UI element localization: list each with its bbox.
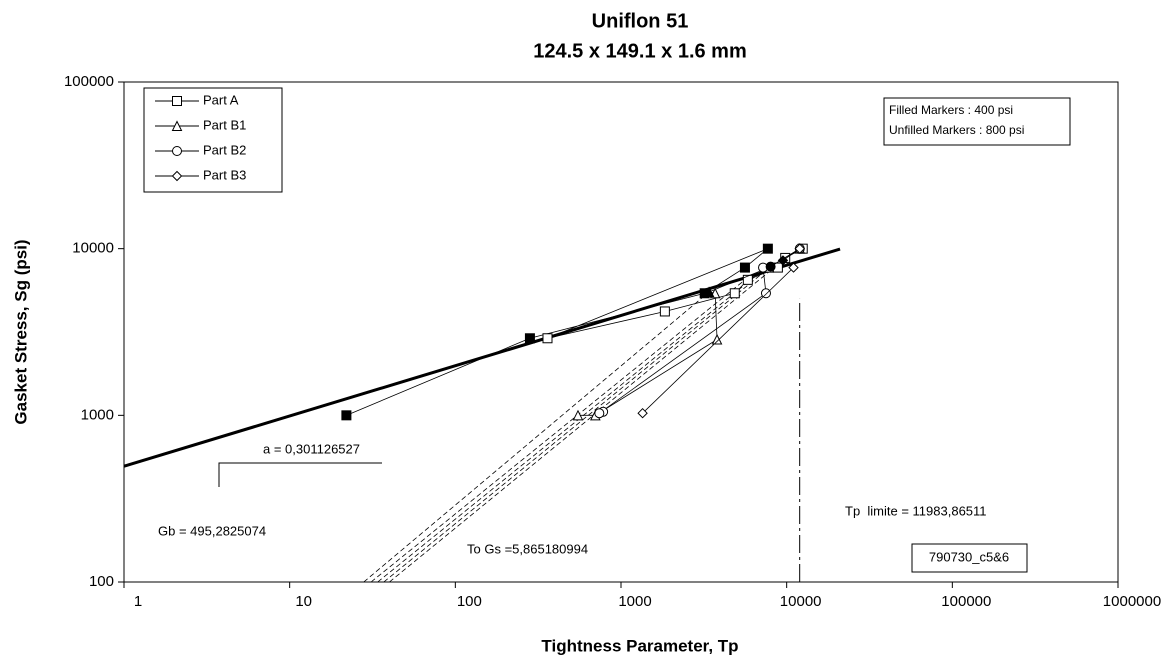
fit-line: [123, 247, 841, 468]
x-tick-label: 100000: [941, 593, 991, 610]
slope-bracket: [218, 462, 382, 487]
x-tick-label: 10000: [780, 593, 822, 610]
point: [594, 408, 605, 419]
unfilled-note: Unfilled Markers : 800 psi: [889, 123, 1024, 137]
x-axis-label: Tightness Parameter, Tp: [541, 636, 738, 655]
point: [788, 262, 799, 273]
legend-label: Part B2: [203, 142, 246, 157]
x-tick-label: 1000000: [1103, 593, 1161, 610]
y-tick-label: 1000: [81, 406, 114, 423]
filled-note: Filled Markers : 400 psi: [889, 103, 1013, 117]
point: [659, 306, 670, 317]
slope-label: a = 0,301126527: [263, 441, 360, 456]
legend-marker: [172, 96, 182, 106]
dashed-line: [370, 279, 746, 583]
y-axis-label: Gasket Stress, Sg (psi): [11, 239, 30, 424]
point: [341, 410, 352, 421]
x-tick-label: 100: [457, 593, 482, 610]
point: [777, 255, 789, 266]
legend-marker: [172, 146, 182, 156]
chart-subtitle: 124.5 x 149.1 x 1.6 mm: [533, 40, 747, 62]
point: [765, 261, 776, 272]
id-box: [911, 543, 1028, 573]
point: [542, 333, 553, 344]
point: [711, 333, 723, 345]
series-line: [346, 248, 803, 416]
series-line: [577, 248, 800, 416]
point: [637, 407, 648, 419]
dashed-line: [389, 260, 784, 583]
dashed-line: [363, 291, 710, 583]
gb-label: Gb = 495,2825074: [158, 523, 266, 538]
point: [524, 333, 535, 344]
y-tick-label: 100000: [64, 73, 114, 90]
x-tick-label: 10: [295, 593, 312, 610]
x-tick-label: 1000: [618, 593, 651, 610]
chart-title: Uniflon 51: [592, 10, 689, 32]
y-tick-label: 100: [89, 573, 114, 590]
point: [703, 286, 715, 297]
legend-box: [143, 87, 283, 193]
point: [572, 409, 584, 421]
legend-label: Part A: [203, 92, 239, 107]
dashed-line: [383, 266, 771, 583]
point: [794, 243, 805, 254]
point: [729, 288, 740, 299]
legend-marker: [171, 170, 183, 182]
legend-marker: [171, 120, 183, 131]
sample-id: 790730_c5&6: [929, 549, 1009, 564]
point: [739, 262, 750, 273]
series-line: [642, 248, 801, 414]
y-tick-label: 10000: [72, 240, 114, 257]
to-gs-label: To Gs =5,865180994: [467, 541, 588, 556]
note-box: [883, 97, 1071, 146]
series-line: [599, 248, 800, 414]
legend-label: Part B1: [203, 117, 246, 132]
x-tick-label: 1: [134, 593, 142, 610]
point: [742, 274, 753, 285]
dashed-line: [377, 267, 767, 583]
tp-limite-label: Tp limite = 11983,86511: [845, 503, 987, 518]
point: [762, 243, 773, 254]
point: [760, 288, 771, 299]
legend-label: Part B3: [203, 167, 246, 182]
